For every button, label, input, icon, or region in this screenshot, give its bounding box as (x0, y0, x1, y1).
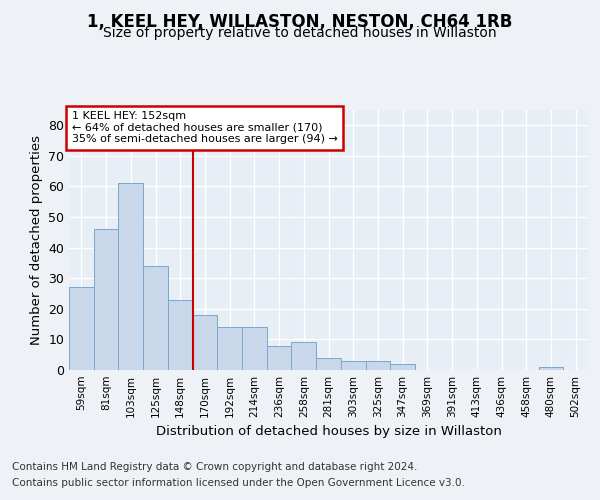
Text: 1, KEEL HEY, WILLASTON, NESTON, CH64 1RB: 1, KEEL HEY, WILLASTON, NESTON, CH64 1RB (88, 12, 512, 30)
Text: 1 KEEL HEY: 152sqm
← 64% of detached houses are smaller (170)
35% of semi-detach: 1 KEEL HEY: 152sqm ← 64% of detached hou… (71, 112, 337, 144)
Bar (217, 327, 242, 370)
Bar (242, 327, 267, 370)
Bar (390, 364, 415, 370)
Bar (168, 300, 193, 370)
Bar (365, 361, 390, 370)
Bar (341, 361, 365, 370)
Bar (143, 266, 168, 370)
Text: Contains public sector information licensed under the Open Government Licence v3: Contains public sector information licen… (12, 478, 465, 488)
Bar (267, 346, 292, 370)
Bar (69, 288, 94, 370)
Bar (94, 230, 118, 370)
Bar (193, 315, 217, 370)
Text: Contains HM Land Registry data © Crown copyright and database right 2024.: Contains HM Land Registry data © Crown c… (12, 462, 418, 472)
Text: Size of property relative to detached houses in Willaston: Size of property relative to detached ho… (103, 26, 497, 40)
X-axis label: Distribution of detached houses by size in Willaston: Distribution of detached houses by size … (155, 426, 502, 438)
Bar (292, 342, 316, 370)
Bar (539, 367, 563, 370)
Bar (118, 184, 143, 370)
Bar (316, 358, 341, 370)
Y-axis label: Number of detached properties: Number of detached properties (29, 135, 43, 345)
